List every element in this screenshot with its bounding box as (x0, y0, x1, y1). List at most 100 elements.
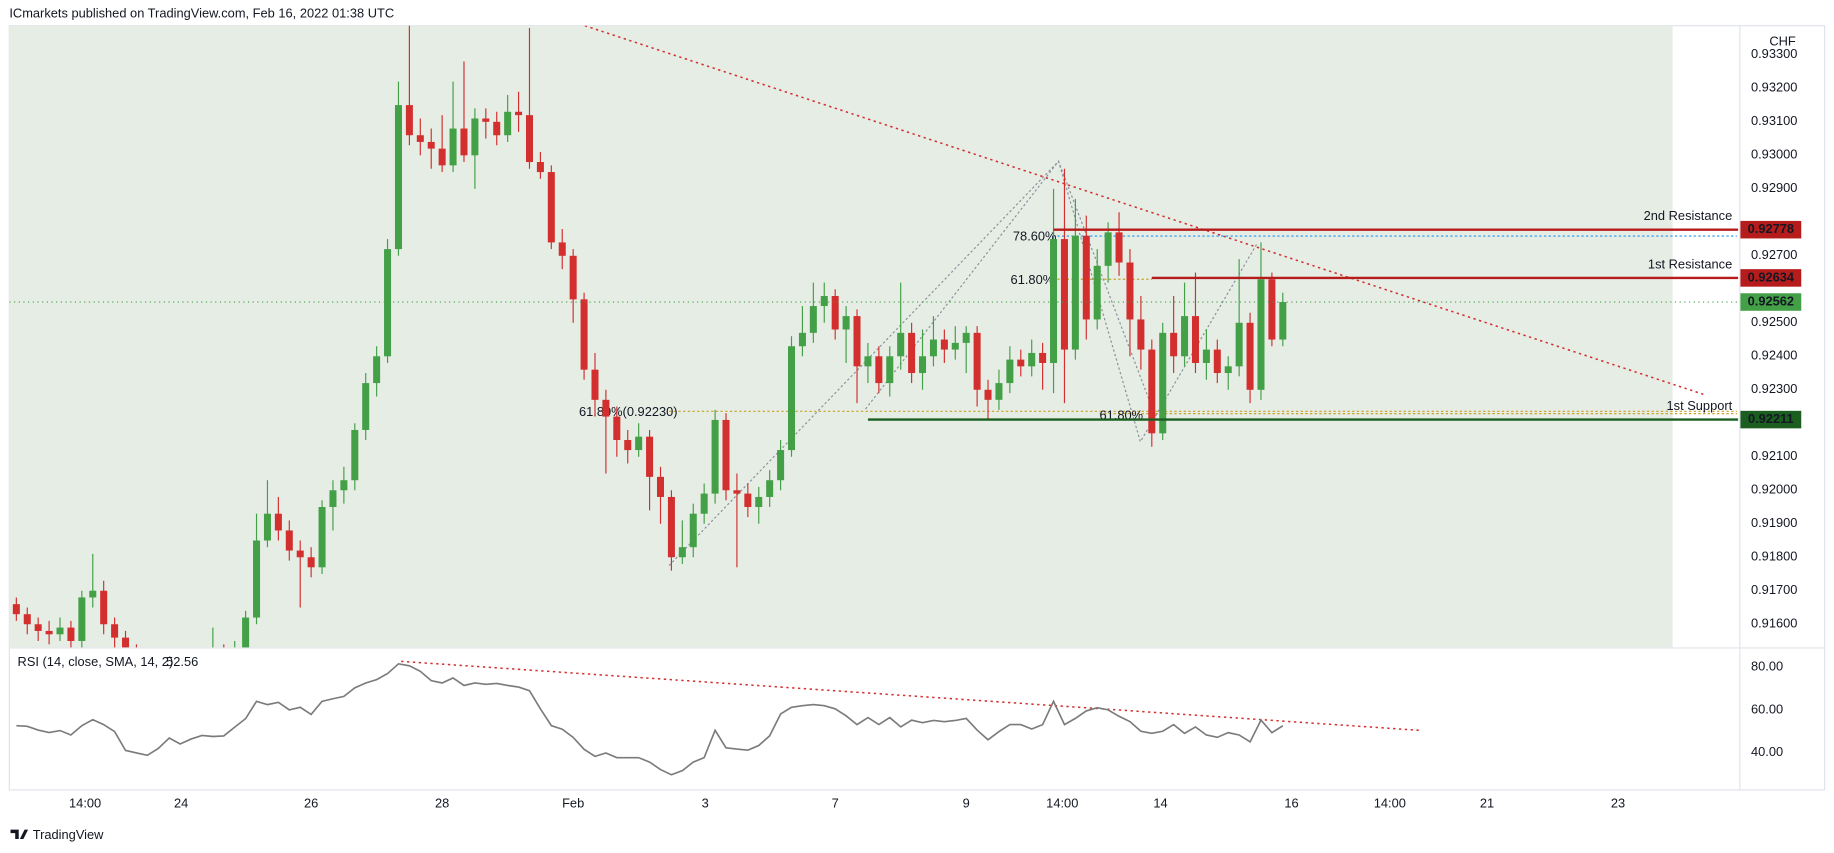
candle-body (242, 617, 250, 648)
candle-body (766, 480, 774, 497)
candle-body (362, 383, 370, 430)
candle-body (842, 316, 850, 330)
candle-body (78, 597, 86, 641)
candle-body (384, 249, 392, 357)
candle-body (886, 356, 894, 384)
fib-label: 61.80%(0.92230) (579, 404, 678, 419)
level-price-box (1740, 269, 1802, 287)
y-tick-label: 0.91800 (1751, 549, 1797, 564)
candle-body (536, 162, 544, 173)
candle-body (263, 513, 271, 541)
level-name: 1st Support (1667, 398, 1733, 413)
y-tick-label: 60.00 (1751, 701, 1783, 716)
candle-body (831, 295, 839, 330)
header: ICmarkets published on TradingView.com, … (9, 5, 394, 20)
candle-body (929, 339, 937, 357)
y-tick-label: 80.00 (1751, 659, 1783, 674)
x-tick-label: 14 (1153, 795, 1167, 810)
candle-body (1060, 239, 1068, 350)
candle-body (777, 450, 785, 481)
candle-body (820, 295, 828, 307)
candle-body (1191, 316, 1199, 363)
candle-body (1159, 332, 1167, 434)
candle-body (45, 630, 53, 635)
candle-body (547, 172, 555, 243)
y-tick-label: 0.92300 (1751, 381, 1797, 396)
current-price-label: 0.92562 (1748, 293, 1794, 308)
candle-body (951, 342, 959, 350)
candle-body (67, 627, 75, 641)
level-price-label: 0.92778 (1748, 221, 1794, 236)
x-tick-label: 16 (1284, 795, 1298, 810)
trend-line (584, 25, 1706, 396)
candle-body (394, 105, 402, 250)
candle-body (908, 332, 916, 374)
x-tick-label: Feb (562, 795, 584, 810)
candle-body (613, 416, 621, 441)
candle-body (744, 493, 752, 508)
candle-body (919, 356, 927, 374)
candle-body (34, 624, 42, 631)
y-tick-label: 0.92500 (1751, 314, 1797, 329)
candle-body (711, 419, 719, 494)
fib-label: 78.60% (1013, 229, 1057, 244)
candle-body (1039, 352, 1047, 363)
candle-body (1071, 235, 1079, 350)
candle-body (689, 513, 697, 548)
y-tick-label: 0.92700 (1751, 247, 1797, 262)
candle-body (23, 614, 31, 625)
candle-body (1148, 349, 1156, 434)
candle-body (1224, 366, 1232, 374)
rsi-plot (16, 660, 1419, 776)
candle-body (962, 332, 970, 343)
candle-body (493, 121, 501, 136)
candle-body (460, 128, 468, 156)
candle-body (1181, 316, 1189, 357)
candle-body (624, 440, 632, 451)
candle-body (449, 128, 457, 166)
candle-body (1115, 232, 1123, 263)
y-tick-label: 0.91600 (1751, 616, 1797, 631)
harmonic-pattern (865, 160, 1159, 424)
candle-body (569, 255, 577, 300)
level-price-box (1740, 220, 1802, 239)
candle-body (995, 383, 1003, 400)
x-tick-label: 14:00 (1046, 795, 1078, 810)
logo-mark (10, 829, 29, 839)
candle-body (853, 316, 861, 367)
y-tick-label: 0.93300 (1751, 46, 1797, 61)
candle-body (580, 299, 588, 370)
x-tick-label: 23 (1611, 795, 1625, 810)
y-tick-label: 0.92000 (1751, 482, 1797, 497)
candle-body (438, 148, 446, 166)
level-price-box (1740, 410, 1802, 429)
x-tick-label: 3 (702, 795, 709, 810)
candle-body (875, 356, 883, 384)
candle-body (591, 369, 599, 400)
candle-body (722, 419, 730, 491)
y-tick-label: 0.92900 (1751, 180, 1797, 195)
candle-body (1082, 235, 1090, 320)
y-tick-label: 0.93100 (1751, 113, 1797, 128)
candle-body (635, 436, 643, 451)
level-price-label: 0.92211 (1748, 411, 1794, 426)
candle-body (973, 332, 981, 390)
candle-body (274, 513, 282, 531)
x-tick-label: 7 (832, 795, 839, 810)
candle-body (646, 436, 654, 477)
candle-body (296, 550, 304, 558)
candle-body (12, 604, 20, 615)
y-tick-label: 0.93000 (1751, 147, 1797, 162)
candle-body (667, 496, 675, 558)
candle-body (1093, 265, 1101, 320)
candle-body (1257, 279, 1265, 390)
y-tick-label: 40.00 (1751, 744, 1783, 759)
y-tick-label: 0.92400 (1751, 348, 1797, 363)
candle-body (984, 389, 992, 400)
tradingview-logo (10, 829, 29, 839)
candle-body (416, 135, 424, 142)
candle-body (515, 111, 523, 116)
y-tick-label: 0.92100 (1751, 448, 1797, 463)
